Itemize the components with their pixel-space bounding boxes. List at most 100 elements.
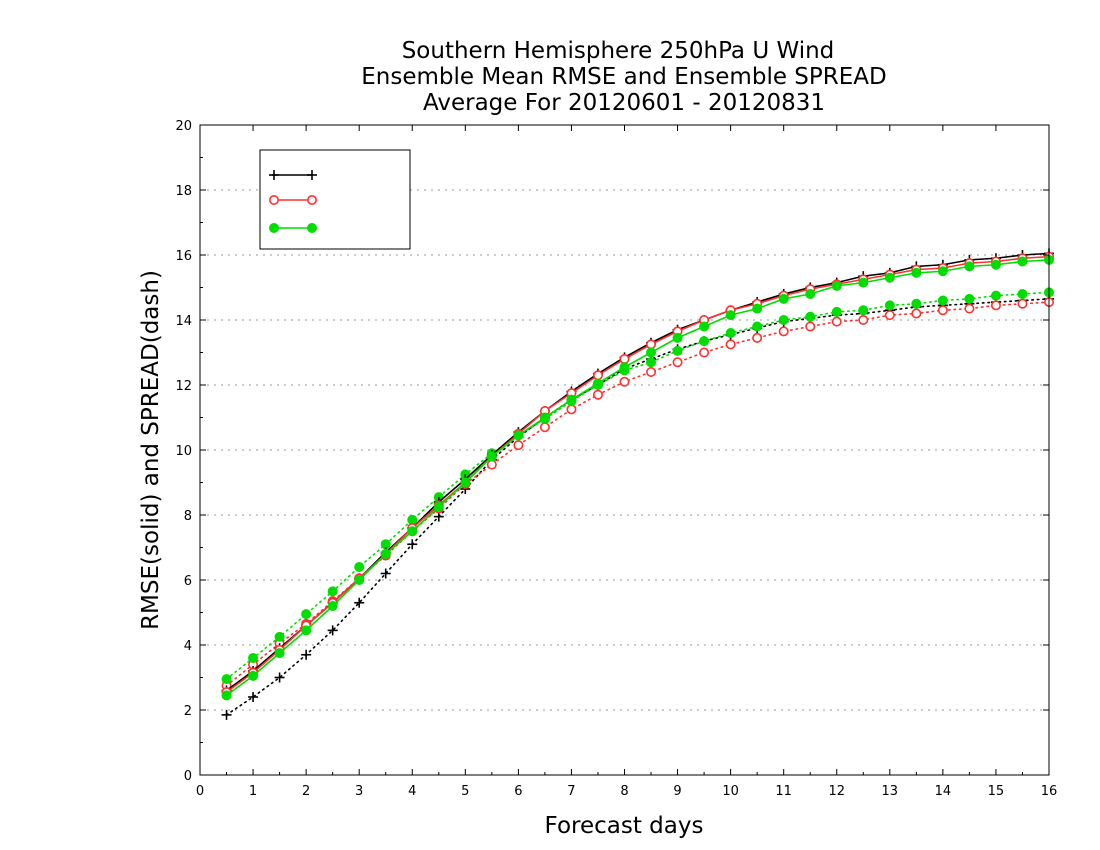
x-tick-label: 13 [882,784,899,799]
data-point [699,347,710,358]
y-tick-label: 16 [175,249,192,264]
series-line [226,259,1050,697]
data-point [221,674,232,685]
data-point [1017,289,1028,299]
x-tick-label: 15 [988,784,1005,799]
data-point [937,305,948,316]
data-point [221,709,232,720]
legend-marker [268,195,279,206]
x-tick-label: 16 [1041,784,1058,799]
data-point [990,300,1001,311]
chart-title-line-1: Southern Hemisphere 250hPa U Wind [402,38,835,64]
data-point [672,345,683,356]
data-point [407,539,418,550]
data-point [486,451,497,462]
data-point [301,625,312,636]
x-tick-label: 11 [775,784,792,799]
x-tick-label: 5 [461,784,469,799]
data-point [327,586,338,597]
data-point [619,362,630,373]
data-point [858,277,869,288]
legend-entry-2 [269,223,317,233]
y-tick-label: 14 [175,314,192,329]
chart-title-line-2: Ensemble Mean RMSE and Ensemble SPREAD [361,64,886,90]
data-point [460,477,471,488]
data-point [911,298,922,309]
data-point [354,562,365,572]
chart-title: Southern Hemisphere 250hPa U Wind Ensemb… [361,38,886,116]
data-point [407,526,418,537]
series-line [226,255,1050,693]
data-point [831,306,842,317]
data-point [911,267,922,278]
series-line [226,252,1050,692]
data-point [221,690,232,701]
legend-marker [307,223,317,233]
data-point [884,300,895,311]
data-point [592,378,603,389]
data-point [380,549,391,559]
data-point [911,308,922,319]
series-2-rmse-filled-circle [221,254,1054,701]
data-point [964,303,975,314]
y-tick-label: 6 [184,574,192,589]
data-point [778,326,789,337]
data-point [831,280,842,291]
x-tick-label: 9 [673,784,681,799]
data-point [592,370,603,381]
series-3-spread-plus [221,293,1054,720]
series-0-rmse-plus [221,248,1054,696]
data-point [990,259,1001,270]
data-point [380,568,391,579]
y-tick-label: 18 [175,184,192,199]
data-point [513,440,524,451]
data-point [327,601,338,611]
legend-marker [269,170,279,180]
data-point [699,321,710,332]
data-point [592,389,603,400]
y-tick-label: 8 [184,509,192,524]
legend-marker [307,170,317,180]
series-line [225,298,1050,716]
series-line [225,291,1050,680]
series-1-rmse-open-circle [221,251,1055,698]
x-tick-label: 7 [567,784,575,799]
data-point [778,315,789,325]
data-point [646,347,657,358]
data-point [513,430,524,441]
data-point [805,321,816,332]
x-tick-label: 4 [408,784,416,799]
data-point [752,332,763,343]
y-axis-ticks: 0 2 4 6 8 10 12 14 16 18 20 [175,119,1049,784]
data-point [858,305,869,316]
data-point [354,597,365,608]
x-tick-label: 1 [249,784,257,799]
data-point [937,266,948,277]
x-tick-label: 2 [302,784,310,799]
y-tick-label: 12 [175,379,192,394]
legend [259,149,411,250]
data-point [486,459,497,470]
data-point [672,332,683,343]
data-point [327,625,338,636]
data-point [831,316,842,327]
data-point [805,289,816,299]
x-tick-label: 14 [935,784,952,799]
data-point [752,321,763,332]
data-point [619,376,630,387]
data-point [274,648,285,659]
data-point [539,412,550,423]
data-point [752,303,763,314]
x-axis-ticks: 0 1 2 3 4 5 6 7 8 9 10 11 12 13 14 15 16 [196,125,1057,799]
data-point [248,692,259,702]
data-point [805,311,816,322]
data-point [884,272,895,283]
data-point [619,353,630,364]
series-4-spread-open-circle [221,297,1055,691]
x-tick-label: 12 [828,784,845,799]
data-point [964,293,975,304]
data-point [566,394,577,405]
data-point [433,501,444,512]
x-tick-label: 6 [514,784,522,799]
